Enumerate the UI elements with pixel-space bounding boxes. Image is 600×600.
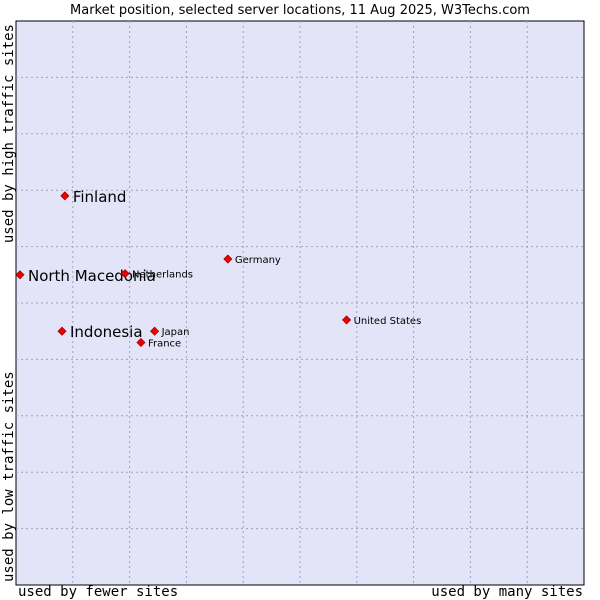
point-marker (223, 254, 233, 264)
chart-title: Market position, selected server locatio… (70, 3, 530, 18)
y-axis-label-low: used by low traffic sites (1, 371, 17, 582)
point-marker (57, 326, 67, 336)
point-label: Japan (161, 327, 190, 338)
point-label: Netherlands (132, 270, 193, 281)
point-label: France (148, 338, 181, 349)
point-label: Germany (235, 255, 281, 266)
point-marker (60, 191, 70, 201)
point-marker (120, 269, 130, 279)
point-marker (136, 337, 146, 348)
point-indonesia: Indonesia (57, 323, 143, 341)
point-finland: Finland (60, 188, 127, 206)
point-marker (15, 270, 25, 280)
x-axis-label-low: used by fewer sites (18, 584, 178, 600)
point-label: Indonesia (70, 323, 143, 341)
point-label: United States (354, 316, 422, 327)
point-japan: Japan (150, 326, 190, 338)
point-germany: Germany (223, 254, 281, 266)
point-france: France (136, 337, 181, 349)
point-marker (150, 326, 160, 336)
x-axis-label-high: used by many sites (431, 584, 583, 600)
grid-lines (16, 21, 584, 585)
y-axis-label-high: used by high traffic sites (1, 24, 17, 243)
point-label: Finland (73, 188, 127, 206)
point-marker (342, 315, 352, 325)
point-netherlands: Netherlands (120, 269, 193, 281)
point-united-states: United States (342, 315, 422, 327)
